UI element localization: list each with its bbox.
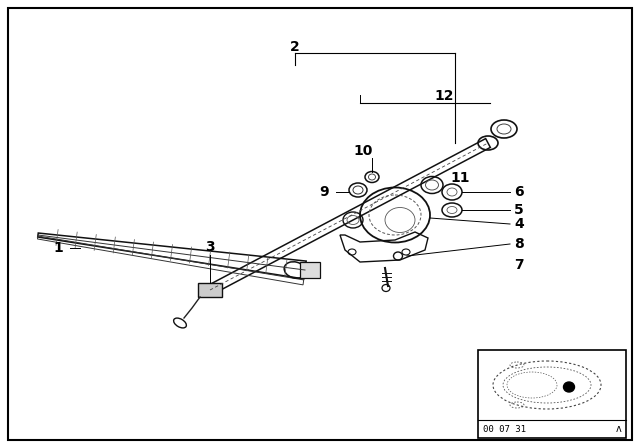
Text: 10: 10 [353,144,372,158]
Text: 8: 8 [514,237,524,251]
Ellipse shape [563,382,575,392]
Text: ʌ: ʌ [615,424,621,434]
Text: 9: 9 [319,185,329,199]
Bar [478,350,626,438]
Text: 2: 2 [290,40,300,54]
Text: 7: 7 [514,258,524,272]
Text: 00 07 31: 00 07 31 [483,425,526,434]
Bar [300,262,320,278]
Text: 12: 12 [435,89,454,103]
Bar [198,283,222,297]
Text: 11: 11 [451,171,470,185]
Text: 1: 1 [53,241,63,255]
Text: 4: 4 [514,217,524,231]
Text: 5: 5 [514,203,524,217]
Text: 3: 3 [205,240,215,254]
Text: 6: 6 [514,185,524,199]
